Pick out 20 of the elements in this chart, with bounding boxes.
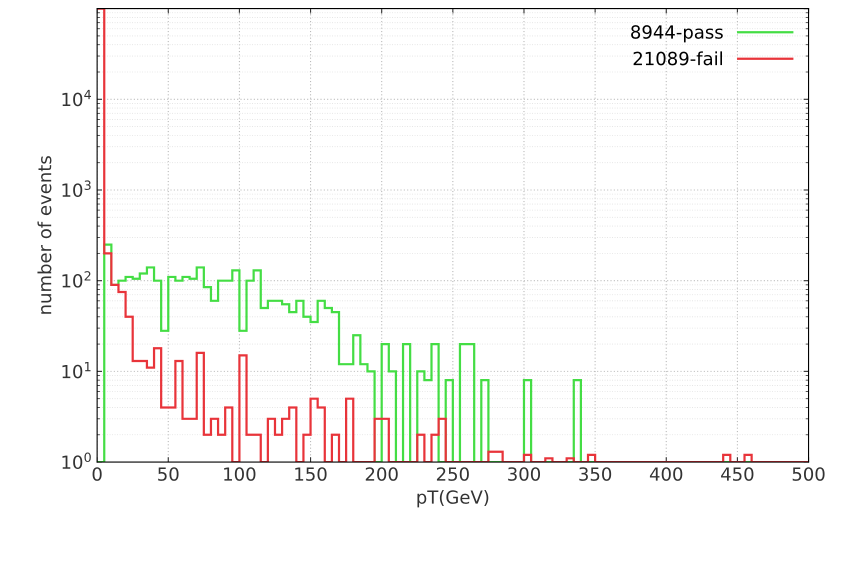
y-tick-label: 10$^{4}$ — [62, 90, 91, 106]
y-tick-label: 10$^{0}$ — [62, 452, 91, 470]
y-tick-label: 10$^{1}$ — [62, 362, 91, 378]
y-tick-label: 10$^{3}$ — [62, 180, 91, 197]
x-tick-label: 100 — [224, 467, 256, 481]
x-axis-title: pT(GeV) — [417, 490, 488, 508]
x-tick-label: 350 — [579, 467, 612, 481]
y-tick-label: 10$^{2}$ — [62, 271, 90, 288]
x-tick-label: 200 — [366, 467, 398, 481]
x-tick-label: 0 — [92, 467, 102, 481]
y-axis-title: number of events — [37, 156, 52, 314]
x-tick-label: 400 — [650, 467, 682, 481]
x-tick-label: 150 — [295, 467, 327, 481]
legend-label: 8944-pass — [631, 25, 723, 42]
x-tick-label: 250 — [436, 467, 469, 481]
x-tick-label: 500 — [792, 467, 825, 481]
legend-label: 21089-fail — [634, 51, 722, 66]
x-tick-label: 300 — [508, 467, 540, 481]
x-tick-label: 450 — [721, 467, 754, 481]
x-tick-label: 50 — [158, 467, 179, 481]
